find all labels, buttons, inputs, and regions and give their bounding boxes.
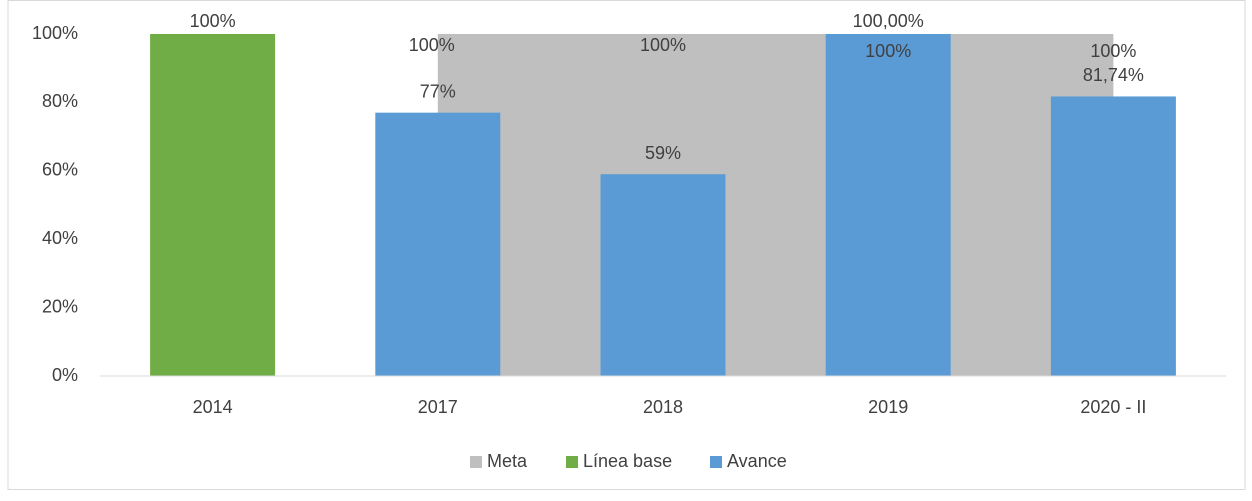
legend-label: Avance xyxy=(727,451,787,471)
data-label: 100,00% xyxy=(853,11,924,31)
bar xyxy=(825,34,951,376)
bar xyxy=(375,112,501,376)
legend-swatch xyxy=(566,456,578,468)
y-tick-label: 60% xyxy=(42,160,78,180)
x-tick-label: 2020 - II xyxy=(1080,397,1146,417)
data-label: 100% xyxy=(409,35,455,55)
x-tick-label: 2017 xyxy=(418,397,458,417)
x-tick-label: 2019 xyxy=(868,397,908,417)
data-label: 59% xyxy=(645,143,681,163)
bar xyxy=(600,174,726,376)
data-label: 100% xyxy=(640,35,686,55)
y-tick-label: 40% xyxy=(42,228,78,248)
legend-swatch xyxy=(710,456,722,468)
y-tick-label: 80% xyxy=(42,91,78,111)
data-label: 77% xyxy=(420,81,456,101)
legend-label: Línea base xyxy=(583,451,672,471)
y-tick-label: 100% xyxy=(32,23,78,43)
data-label: 81,74% xyxy=(1083,65,1144,85)
x-tick-label: 2014 xyxy=(193,397,233,417)
x-tick-label: 2018 xyxy=(643,397,683,417)
bar xyxy=(1050,96,1176,376)
y-tick-label: 0% xyxy=(52,365,78,385)
area xyxy=(437,34,1114,376)
data-label: 100% xyxy=(190,11,236,31)
legend-swatch xyxy=(470,456,482,468)
y-tick-label: 20% xyxy=(42,296,78,316)
data-label: 100% xyxy=(865,41,911,61)
bar xyxy=(150,34,276,376)
legend-label: Meta xyxy=(487,451,528,471)
data-label: 100% xyxy=(1090,41,1136,61)
